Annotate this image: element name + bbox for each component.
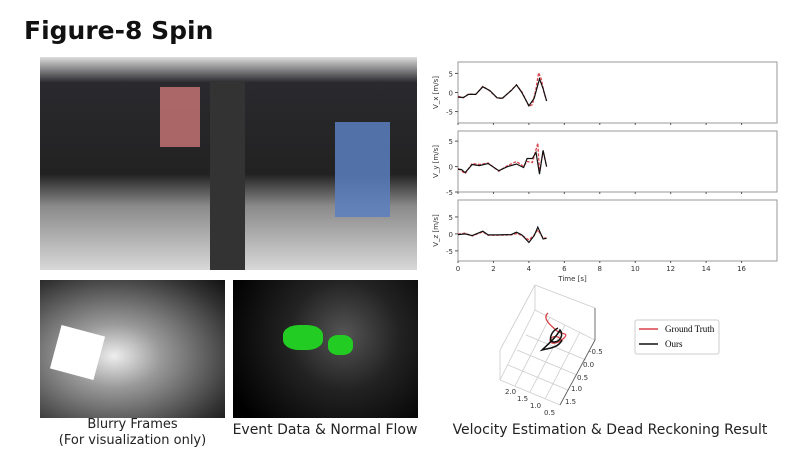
- y-axis-label: V_z [m/s]: [432, 214, 440, 247]
- scene-video-frame: [40, 57, 417, 270]
- tick: 1.0: [571, 385, 582, 393]
- flow-vectors: [328, 335, 353, 355]
- tick: 1.5: [565, 398, 576, 406]
- x-tick-label: 14: [702, 265, 711, 273]
- x-tick-label: 16: [737, 265, 746, 273]
- ours-line: [457, 150, 548, 175]
- tick: 0.5: [544, 409, 555, 417]
- event-data-image: [233, 280, 418, 418]
- plot-frame: [457, 199, 778, 262]
- y-tick-label: -5: [446, 109, 453, 117]
- legend-ground-truth: Ground Truth: [665, 324, 715, 334]
- x-tick-label: 10: [631, 265, 640, 273]
- tick: 0.0: [583, 361, 594, 369]
- y-tick-label: 5: [449, 70, 453, 78]
- person: [210, 82, 245, 270]
- ours-line: [457, 225, 547, 244]
- plot-frame: [457, 130, 778, 193]
- y-tick-label: 5: [449, 214, 453, 222]
- plot-frame: [457, 61, 778, 124]
- x-tick-label: 2: [491, 265, 495, 273]
- light-window: [49, 324, 106, 381]
- tick: 0.5: [577, 374, 588, 382]
- y-tick-label: 0: [449, 164, 453, 172]
- x-tick-label: 0: [456, 265, 460, 273]
- foam-cube-stack: [160, 87, 200, 147]
- tick: 1.0: [530, 402, 541, 410]
- y-tick-label: 5: [449, 138, 453, 146]
- x-tick-label: 6: [562, 265, 567, 273]
- legend-ours: Ours: [665, 339, 683, 349]
- tick: 2.0: [505, 388, 516, 396]
- caption-blurry: Blurry Frames: [87, 417, 178, 432]
- y-tick-label: 0: [449, 90, 453, 98]
- velocity-charts: -5 0 5 V_x [m/s] -5 0 5 V_y [m/s] -5 0 5 V_z [m/s] 0…: [432, 61, 778, 283]
- legend: Ground Truth Ours: [634, 319, 720, 355]
- ours-trajectory: [539, 327, 563, 352]
- x-tick-label: 12: [666, 265, 675, 273]
- x-tick-label: 4: [527, 265, 532, 273]
- y-tick-label: -5: [446, 189, 453, 197]
- y-axis-label: V_y [m/s]: [432, 145, 440, 178]
- tick: 1.5: [517, 395, 528, 403]
- x-tick-label: 8: [598, 265, 602, 273]
- caption-velocity: Velocity Estimation & Dead Reckoning Res…: [452, 422, 768, 438]
- foam-cube-stack: [335, 122, 390, 217]
- y-tick-label: -5: [446, 248, 453, 256]
- page-title: Figure-8 Spin: [24, 16, 214, 45]
- tick: -0.5: [589, 348, 603, 356]
- ground-truth-line: [457, 70, 548, 108]
- ground-truth-trajectory: [545, 312, 567, 344]
- ours-line: [457, 76, 548, 107]
- ground-truth-line: [457, 228, 547, 241]
- caption-blurry-note: (For visualization only): [58, 433, 207, 448]
- y-axis-label: V_x [m/s]: [432, 76, 440, 109]
- y-tick-label: 0: [449, 231, 453, 239]
- trajectory-3d-chart: -0.5 0.0 0.5 1.0 1.5 2.0 1.5 1.0 0.5 Gro…: [499, 284, 720, 417]
- blurry-frame-image: [40, 280, 225, 418]
- flow-vectors: [283, 325, 323, 350]
- x-axis-label: Time [s]: [557, 275, 587, 283]
- caption-event: Event Data & Normal Flow: [232, 422, 418, 438]
